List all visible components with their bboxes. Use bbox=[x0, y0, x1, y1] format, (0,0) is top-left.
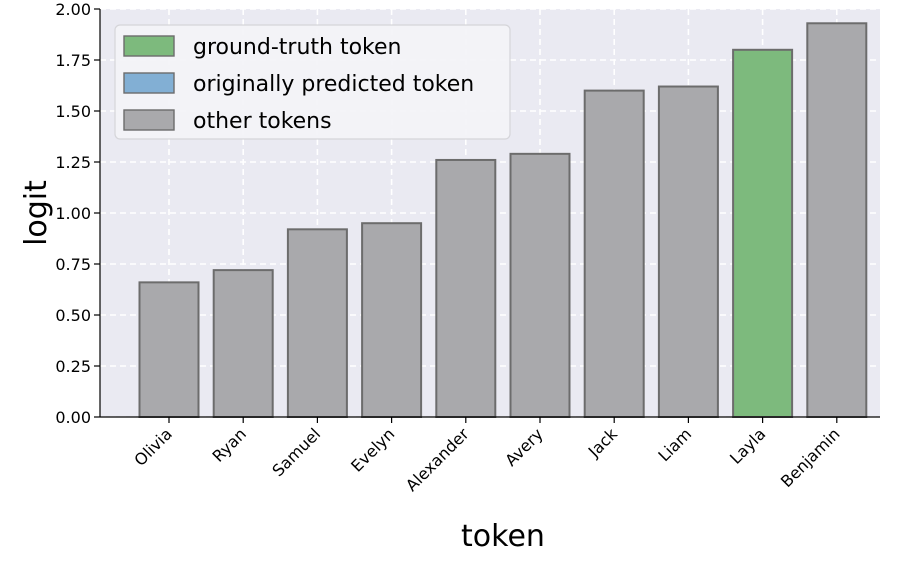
y-tick-label: 1.50 bbox=[55, 102, 91, 121]
legend-label-original: originally predicted token bbox=[193, 72, 474, 97]
x-tick-label-liam: Liam bbox=[654, 424, 695, 465]
bar-benjamin bbox=[806, 22, 868, 419]
y-tick-label: 0.75 bbox=[55, 255, 91, 274]
legend-box bbox=[114, 24, 511, 140]
y-tick-label: 2.00 bbox=[55, 0, 91, 19]
x-tick-label-alexander: Alexander bbox=[402, 424, 473, 495]
bar-samuel bbox=[286, 228, 348, 418]
x-tick-label-evelyn: Evelyn bbox=[347, 424, 398, 475]
legend: ground-truth token originally predicted t… bbox=[114, 24, 511, 140]
bar-avery bbox=[509, 152, 571, 418]
bar-liam bbox=[657, 85, 719, 419]
x-tick-label-ryan: Ryan bbox=[209, 424, 250, 465]
legend-swatch-other bbox=[123, 109, 175, 131]
bar-layla bbox=[732, 48, 794, 419]
bar-olivia bbox=[138, 281, 200, 418]
bar-evelyn bbox=[361, 222, 423, 418]
x-tick-label-jack: Jack bbox=[584, 424, 622, 462]
x-tick-label-avery: Avery bbox=[501, 424, 547, 470]
y-tick-label: 0.00 bbox=[55, 408, 91, 427]
y-tick-label: 1.75 bbox=[55, 51, 91, 70]
x-tick-label-olivia: Olivia bbox=[130, 424, 175, 469]
x-tick-label-layla: Layla bbox=[726, 424, 769, 467]
y-tick-label: 0.25 bbox=[55, 357, 91, 376]
x-tick-label-benjamin: Benjamin bbox=[777, 424, 844, 491]
y-tick-label: 1.00 bbox=[55, 204, 91, 223]
bar-jack bbox=[583, 89, 645, 418]
y-axis-ticks: 0.00 0.25 0.50 0.75 1.00 1.25 1.50 1.75 2.00 bbox=[55, 0, 100, 427]
y-tick-label: 1.25 bbox=[55, 153, 91, 172]
x-axis-ticks: Olivia Ryan Samuel Evelyn Alexander Avery Jack… bbox=[130, 417, 844, 495]
legend-swatch-ground-truth bbox=[123, 35, 175, 57]
legend-swatch-original bbox=[123, 72, 175, 94]
x-axis-title: token bbox=[461, 519, 545, 554]
legend-label-ground-truth: ground-truth token bbox=[193, 35, 401, 60]
bar-ryan bbox=[212, 269, 274, 418]
x-tick-label-samuel: Samuel bbox=[268, 424, 324, 480]
legend-label-other: other tokens bbox=[193, 109, 332, 134]
bar-alexander bbox=[435, 158, 497, 419]
y-axis-title: logit bbox=[19, 180, 54, 246]
y-tick-label: 0.50 bbox=[55, 306, 91, 325]
